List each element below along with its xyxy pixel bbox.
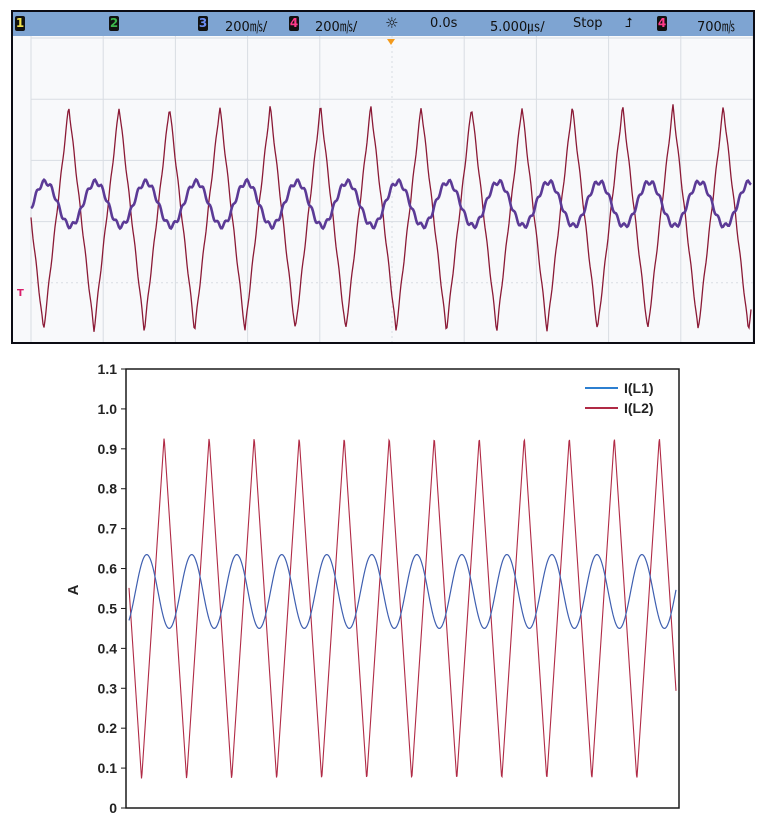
chart-legend: I(L1) I(L2): [585, 380, 654, 416]
y-tick-label: 0.1: [98, 760, 118, 776]
y-axis-ticks: 0 0.1 0.2 0.3 0.4 0.5 0.6 0.7 0.8 0.9 1.0 1.1: [98, 361, 126, 816]
y-tick-label: 0.9: [98, 441, 118, 457]
y-tick-label: 0.2: [98, 720, 118, 736]
delay-readout: 0.0s: [430, 16, 458, 31]
sun-icon: ☼: [385, 14, 399, 32]
simulation-chart: 0 0.1 0.2 0.3 0.4 0.5 0.6 0.7 0.8 0.9 1.0 1.1 A I(L…: [0, 350, 766, 823]
channel-1-indicator[interactable]: 1: [15, 16, 25, 31]
y-tick-label: 0.6: [98, 561, 118, 577]
rising-edge-icon: ⮥: [625, 16, 633, 31]
scope-status-bar: 1 2 3 200㎧/ 4 200㎧/ ☼ 0.0s 5.000㎲/ Stop …: [13, 12, 753, 36]
plot-frame: [125, 368, 680, 809]
trigger-position-marker: [387, 39, 395, 45]
trigger-channel-indicator: 4: [657, 16, 667, 31]
y-tick-label: 0: [109, 800, 117, 816]
channel-3-indicator[interactable]: 3: [198, 16, 208, 31]
series-line-i-l2: [128, 438, 677, 779]
trigger-level-readout: 700㎧: [697, 20, 735, 35]
y-tick-label: 1.0: [98, 401, 118, 417]
series-line-i-l1: [128, 554, 677, 630]
run-state[interactable]: Stop: [573, 16, 603, 31]
scope-trace-ch3: [30, 177, 752, 231]
y-tick-label: 0.5: [98, 600, 118, 616]
scope-trace-ch4: [30, 104, 752, 332]
trigger-level-marker: T: [17, 288, 24, 299]
y-tick-label: 1.1: [98, 361, 118, 377]
y-tick-label: 0.4: [98, 640, 118, 656]
chart-series: [128, 438, 677, 779]
y-tick-label: 0.8: [98, 481, 118, 497]
timebase-readout: 5.000㎲/: [490, 20, 545, 35]
channel-4-indicator[interactable]: 4: [289, 16, 299, 31]
y-axis-label: A: [65, 584, 82, 595]
oscilloscope-capture: 1 2 3 200㎧/ 4 200㎧/ ☼ 0.0s 5.000㎲/ Stop …: [11, 10, 755, 344]
legend-label: I(L1): [624, 380, 654, 396]
y-tick-label: 0.3: [98, 680, 118, 696]
legend-label: I(L2): [624, 400, 654, 416]
scope-waveform-display: T: [17, 36, 753, 342]
channel-3-scale: 200㎧/: [225, 20, 268, 35]
channel-2-indicator[interactable]: 2: [109, 16, 119, 31]
chart-svg: 0 0.1 0.2 0.3 0.4 0.5 0.6 0.7 0.8 0.9 1.0 1.1 A I(L…: [65, 361, 680, 816]
channel-4-scale: 200㎧/: [315, 20, 358, 35]
scope-traces: [30, 104, 752, 332]
y-tick-label: 0.7: [98, 521, 118, 537]
